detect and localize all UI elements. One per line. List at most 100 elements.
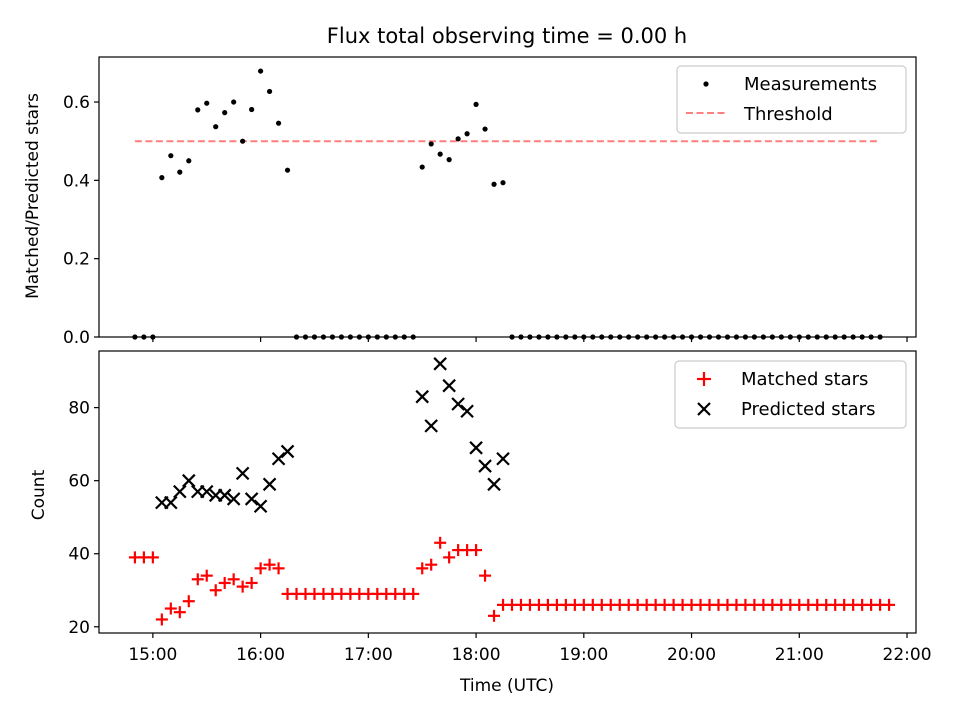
bottom-legend-box: [674, 360, 907, 429]
predicted-star-point: [262, 477, 277, 492]
bottom-legend: Matched stars Predicted stars: [674, 360, 907, 429]
measurement-point: [473, 101, 479, 107]
measurement-point: [213, 124, 219, 130]
predicted-star-point: [460, 404, 474, 419]
predicted-star-point: [469, 441, 483, 455]
predicted-star-point: [173, 484, 187, 499]
predicted-star-point: [496, 451, 510, 466]
measurement-point: [464, 131, 470, 137]
bottom-xtick-label: 22:00: [883, 645, 932, 665]
measurement-point: [159, 175, 165, 181]
predicted-star-point: [415, 389, 429, 404]
measurement-point: [284, 167, 291, 173]
matched-star-point: [416, 562, 429, 575]
measurement-point: [204, 100, 210, 106]
top-panel: Flux total observing time = 0.00 h 0.0 0.…: [23, 24, 917, 348]
legend-threshold-label: Threshold: [743, 104, 833, 125]
measurement-point: [231, 99, 237, 105]
predicted-star-point: [244, 492, 259, 506]
matched-star-point: [272, 562, 285, 575]
predicted-star-point: [451, 397, 465, 411]
measurement-point: [455, 136, 461, 142]
matched-star-point: [470, 544, 483, 557]
predicted-star-point: [217, 488, 232, 503]
predicted-star-point: [199, 484, 214, 499]
matched-star-point: [443, 551, 456, 564]
bottom-ytick-label: 60: [68, 472, 90, 492]
bottom-panel: 20 40 60 80 15:00 16:00 17:00 18:00 19:00 20:00 21…: [29, 350, 932, 696]
predicted-star-point: [424, 419, 438, 433]
measurement-point: [275, 120, 282, 126]
legend-predicted-label: Predicted stars: [741, 399, 875, 420]
bottom-xtick-label: 19:00: [559, 645, 608, 665]
bottom-xtick-label: 15:00: [128, 645, 177, 665]
matched-star-point: [236, 580, 249, 593]
measurement-point: [222, 110, 228, 116]
matched-star-point: [155, 613, 168, 626]
measurement-point: [177, 169, 183, 175]
measurement-point: [249, 106, 255, 113]
matched-star-point: [254, 562, 267, 575]
bottom-ylabel: Count: [29, 469, 49, 520]
legend-matched-marker: [697, 372, 711, 386]
measurement-point: [500, 180, 506, 186]
predicted-star-point: [433, 357, 447, 371]
measurement-point: [266, 88, 273, 95]
legend-measurements-marker: [703, 81, 709, 87]
predicted-star-point: [253, 499, 268, 514]
bottom-plot-area: 20 40 60 80 15:00 16:00 17:00 18:00 19:00 20:00 21…: [68, 357, 932, 665]
bottom-xlabel: Time (UTC): [459, 676, 554, 696]
matched-star-point: [209, 584, 222, 597]
top-ytick-label: 0.4: [63, 171, 90, 191]
measurement-point: [419, 164, 425, 170]
bottom-axes-frame: [98, 350, 917, 634]
top-legend: Measurements Threshold: [676, 65, 907, 134]
predicted-star-point: [280, 444, 295, 459]
bottom-xtick-label: 20:00: [667, 645, 716, 665]
predicted-star-point: [226, 492, 241, 506]
bottom-xtick-label: 21:00: [775, 645, 824, 665]
measurement-point: [168, 153, 174, 159]
measurement-point: [437, 151, 443, 157]
matched-star-point: [479, 569, 492, 582]
matched-star-point: [146, 551, 159, 564]
legend-predicted-marker: [697, 402, 711, 416]
bottom-xtick-label: 16:00: [236, 645, 285, 665]
predicted-star-point: [487, 477, 501, 492]
measurement-point: [446, 157, 452, 163]
predicted-star-point: [182, 473, 196, 488]
measurement-point: [482, 126, 488, 132]
matched-star-point: [227, 573, 240, 586]
matched-star-point: [263, 558, 276, 571]
matched-star-point: [407, 587, 420, 600]
measurement-point: [428, 141, 434, 147]
top-title: Flux total observing time = 0.00 h: [327, 24, 687, 48]
matched-star-point: [200, 569, 213, 582]
top-plot-area: 0.0 0.2 0.4 0.6: [63, 68, 908, 348]
measurement-point: [186, 158, 192, 164]
bottom-ytick-label: 20: [68, 618, 90, 638]
predicted-star-point: [164, 495, 178, 510]
legend-matched-label: Matched stars: [741, 369, 868, 390]
top-ytick-label: 0.0: [63, 328, 90, 348]
matched-star-point: [191, 573, 204, 586]
matched-star-point: [488, 609, 501, 622]
matched-star-point: [164, 602, 177, 615]
predicted-star-point: [442, 378, 456, 393]
predicted-star-point: [271, 451, 286, 466]
bottom-ytick-label: 80: [68, 399, 90, 419]
legend-measurements-label: Measurements: [744, 74, 877, 95]
predicted-star-point: [235, 466, 250, 481]
matched-star-point: [173, 606, 186, 619]
measurement-point: [258, 68, 264, 74]
measurement-point: [240, 138, 246, 144]
matched-star-point: [218, 576, 231, 589]
top-ytick-label: 0.6: [63, 93, 90, 113]
predicted-star-point: [478, 459, 492, 473]
measurement-point: [491, 181, 497, 187]
bottom-ytick-label: 40: [68, 545, 90, 565]
matched-star-point: [883, 598, 896, 611]
matched-star-point: [182, 595, 195, 608]
top-ylabel: Matched/Predicted stars: [23, 93, 43, 299]
